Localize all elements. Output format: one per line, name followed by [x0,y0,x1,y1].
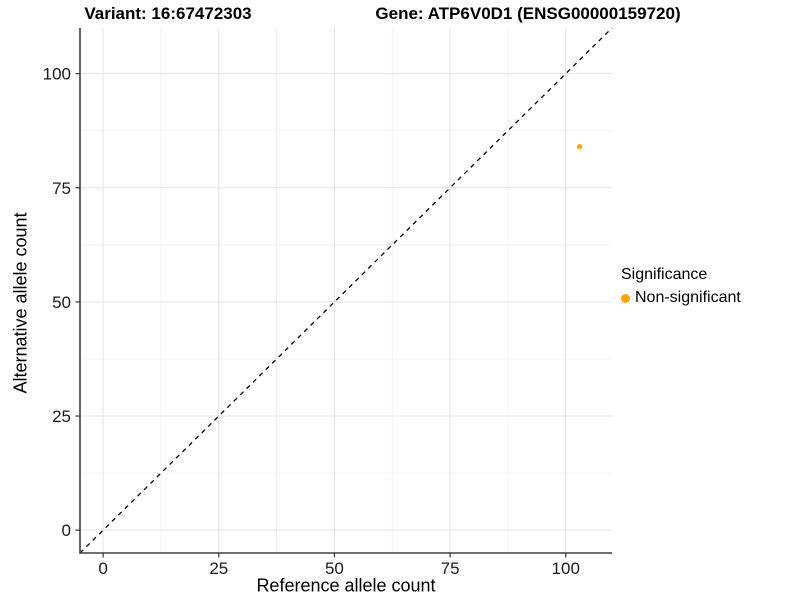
x-tick-label: 0 [98,559,107,578]
y-tick-label: 0 [62,521,71,540]
y-axis-label: Alternative allele count [10,212,31,394]
gene-title: Gene: ATP6V0D1 (ENSG00000159720) [375,4,681,23]
y-tick-label: 75 [52,179,71,198]
data-point [577,144,583,150]
legend-item: Non-significant [621,289,741,307]
legend-item-label: Non-significant [635,289,741,306]
x-axis-label: Reference allele count [256,575,436,596]
point-marker-icon [621,293,630,303]
y-tick-label: 50 [52,293,71,312]
legend-title: Significance [621,266,708,283]
x-tick-label: 75 [441,559,460,578]
x-tick-label: 50 [325,559,344,578]
y-tick-label: 25 [52,407,71,426]
identity-reference-line [79,27,613,554]
x-tick-label: 100 [552,559,580,578]
legend: Significance Non-significant [621,266,741,307]
y-tick-label: 100 [43,65,71,84]
x-tick-label: 25 [209,559,228,578]
variant-title: Variant: 16:67472303 [84,4,252,23]
